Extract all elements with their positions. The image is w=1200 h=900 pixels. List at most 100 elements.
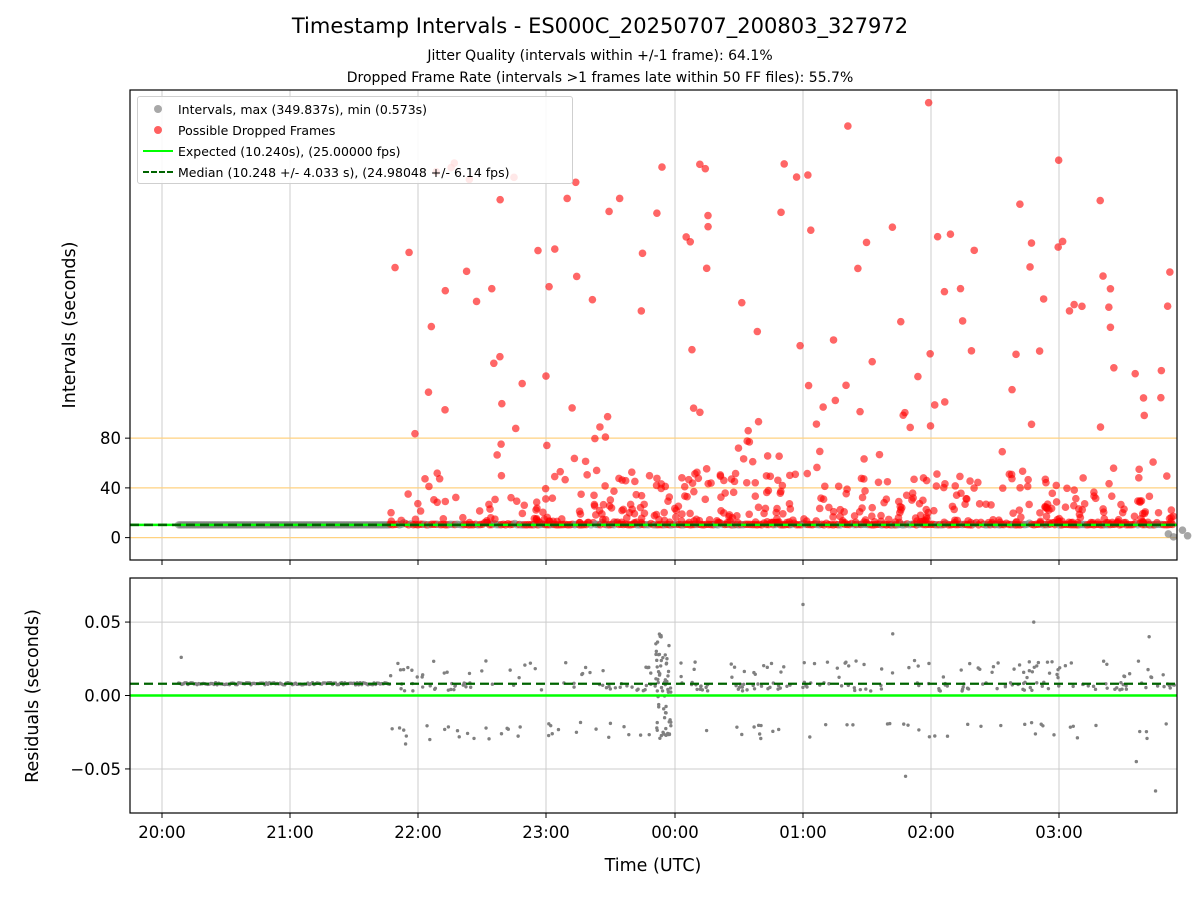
residual-point	[457, 735, 461, 739]
dropped-frame-point	[777, 208, 785, 217]
residual-point	[769, 661, 774, 666]
dropped-frame-point	[829, 336, 838, 344]
dropped-frame-point	[914, 372, 922, 381]
residual-point	[1091, 684, 1096, 689]
residual-point	[398, 668, 403, 672]
dropped-frame-point	[1131, 369, 1139, 378]
residual-point	[753, 672, 757, 676]
dropped-frame-point	[762, 472, 771, 480]
dropped-frame-point	[812, 420, 821, 428]
residual-point	[655, 720, 659, 725]
residual-point	[785, 684, 789, 689]
dropped-frame-point	[678, 510, 686, 518]
residual-point	[425, 724, 429, 728]
dropped-frame-point	[493, 451, 501, 459]
residual-point	[613, 686, 618, 690]
dropped-frame-point	[772, 508, 780, 517]
residual-point	[660, 689, 665, 693]
dropped-frame-point	[561, 475, 569, 484]
residual-point	[411, 689, 415, 693]
dropped-frame-point	[754, 417, 763, 426]
dropped-frame-point	[626, 500, 635, 509]
residual-point	[445, 670, 449, 674]
residual-point	[756, 682, 760, 686]
dropped-frame-point	[1079, 474, 1087, 482]
residual-point	[618, 685, 622, 689]
dropped-frame-point	[796, 341, 804, 350]
dropped-frame-point	[1136, 497, 1144, 505]
dropped-frame-point	[657, 484, 665, 493]
dropped-frame-point	[689, 404, 698, 412]
dropped-frame-point	[1039, 295, 1048, 303]
residual-point	[756, 723, 761, 728]
dropped-frame-point	[1106, 323, 1115, 332]
residual-point	[397, 726, 402, 730]
residual-point	[945, 734, 950, 738]
dropped-frame-point	[958, 317, 967, 325]
dropped-frame-point	[424, 388, 433, 396]
residual-point	[757, 732, 762, 736]
residual-point	[179, 655, 183, 660]
dropped-frame-point	[785, 500, 794, 508]
dropped-frame-point	[933, 232, 942, 241]
dropped-frame-point	[744, 426, 753, 435]
dropped-frame-point	[1167, 506, 1176, 514]
residual-point	[665, 656, 669, 661]
residual-point	[390, 727, 394, 731]
residual-point	[636, 687, 640, 691]
residual-point	[835, 666, 840, 670]
solid-line-icon	[143, 150, 173, 152]
residual-point	[778, 686, 782, 690]
dropped-frame-point	[874, 478, 883, 487]
dropped-frame-point	[563, 194, 571, 203]
residual-point	[420, 673, 425, 677]
dropped-frame-point	[640, 500, 648, 509]
residual-point	[852, 686, 857, 690]
residual-point	[845, 723, 849, 727]
dropped-frame-point	[1099, 505, 1107, 513]
residual-point	[655, 726, 659, 730]
dropped-frame-point	[553, 517, 561, 526]
dropped-frame-point	[704, 211, 712, 220]
dropped-frame-point	[923, 514, 931, 523]
residual-point	[1029, 720, 1034, 725]
dropped-frame-point	[599, 500, 608, 509]
dropped-frame-point	[596, 423, 604, 431]
bottom-panel-y-ticks: 0.05 0.00 −0.05	[70, 613, 130, 779]
dropped-frame-point	[729, 488, 738, 497]
dropped-frame-point	[819, 403, 827, 411]
dropped-frame-point	[512, 497, 521, 505]
residual-point	[903, 774, 908, 778]
residual-point	[465, 731, 470, 736]
residual-point	[1153, 789, 1158, 793]
dropped-frame-point	[1065, 307, 1074, 315]
residual-point	[625, 684, 629, 688]
legend: Intervals, max (349.837s), min (0.573s) …	[137, 96, 573, 184]
dropped-frame-point	[497, 471, 506, 480]
residual-point	[406, 665, 410, 670]
legend-entry-intervals: Intervals, max (349.837s), min (0.573s)	[138, 100, 427, 118]
residual-point	[1030, 688, 1034, 692]
dropped-frame-point	[660, 508, 668, 517]
residual-point	[661, 655, 665, 660]
x-tick-label-4: 00:00	[651, 823, 699, 842]
dropped-frame-point	[664, 497, 672, 505]
top-ytick-label-1: 40	[100, 479, 121, 498]
residual-point	[654, 642, 658, 646]
residual-point	[600, 683, 605, 687]
dropped-frame-point	[576, 510, 585, 518]
dropped-frame-point	[684, 475, 693, 484]
bottom-ytick-label-2: −0.05	[70, 760, 121, 779]
dropped-frame-point	[497, 440, 505, 448]
dropped-frame-point	[836, 512, 844, 521]
dropped-frame-point	[518, 509, 527, 518]
residual-point	[1144, 729, 1149, 734]
residual-point	[1041, 724, 1045, 728]
dropped-frame-point	[817, 494, 825, 502]
dropped-frame-point	[1080, 500, 1089, 508]
dropped-frame-point	[734, 444, 743, 452]
dropped-frame-point	[792, 173, 801, 181]
residual-point	[464, 685, 468, 689]
residual-point	[420, 685, 425, 689]
residual-point	[761, 663, 766, 668]
